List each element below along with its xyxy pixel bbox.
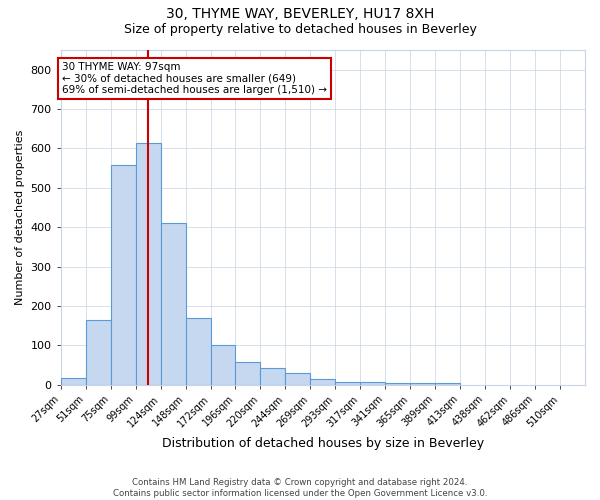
Bar (211, 344, 235, 385)
Bar (385, 383, 410, 384)
Y-axis label: Number of detached properties: Number of detached properties (15, 130, 25, 305)
Bar (286, 373, 310, 384)
Bar (235, 362, 260, 384)
Bar (110, 165, 136, 384)
Bar (86, 320, 110, 384)
Text: 30 THYME WAY: 97sqm
← 30% of detached houses are smaller (649)
69% of semi-detac: 30 THYME WAY: 97sqm ← 30% of detached ho… (62, 62, 327, 95)
Bar (61, 378, 86, 384)
Bar (185, 318, 211, 384)
Bar (435, 383, 460, 384)
Bar (161, 223, 185, 384)
Bar (310, 379, 335, 384)
Bar (410, 383, 435, 384)
Text: Size of property relative to detached houses in Beverley: Size of property relative to detached ho… (124, 22, 476, 36)
Bar (335, 382, 361, 384)
Text: Contains HM Land Registry data © Crown copyright and database right 2024.
Contai: Contains HM Land Registry data © Crown c… (113, 478, 487, 498)
Bar (136, 143, 161, 384)
Bar (361, 382, 385, 384)
Bar (260, 368, 286, 384)
Text: 30, THYME WAY, BEVERLEY, HU17 8XH: 30, THYME WAY, BEVERLEY, HU17 8XH (166, 8, 434, 22)
X-axis label: Distribution of detached houses by size in Beverley: Distribution of detached houses by size … (162, 437, 484, 450)
